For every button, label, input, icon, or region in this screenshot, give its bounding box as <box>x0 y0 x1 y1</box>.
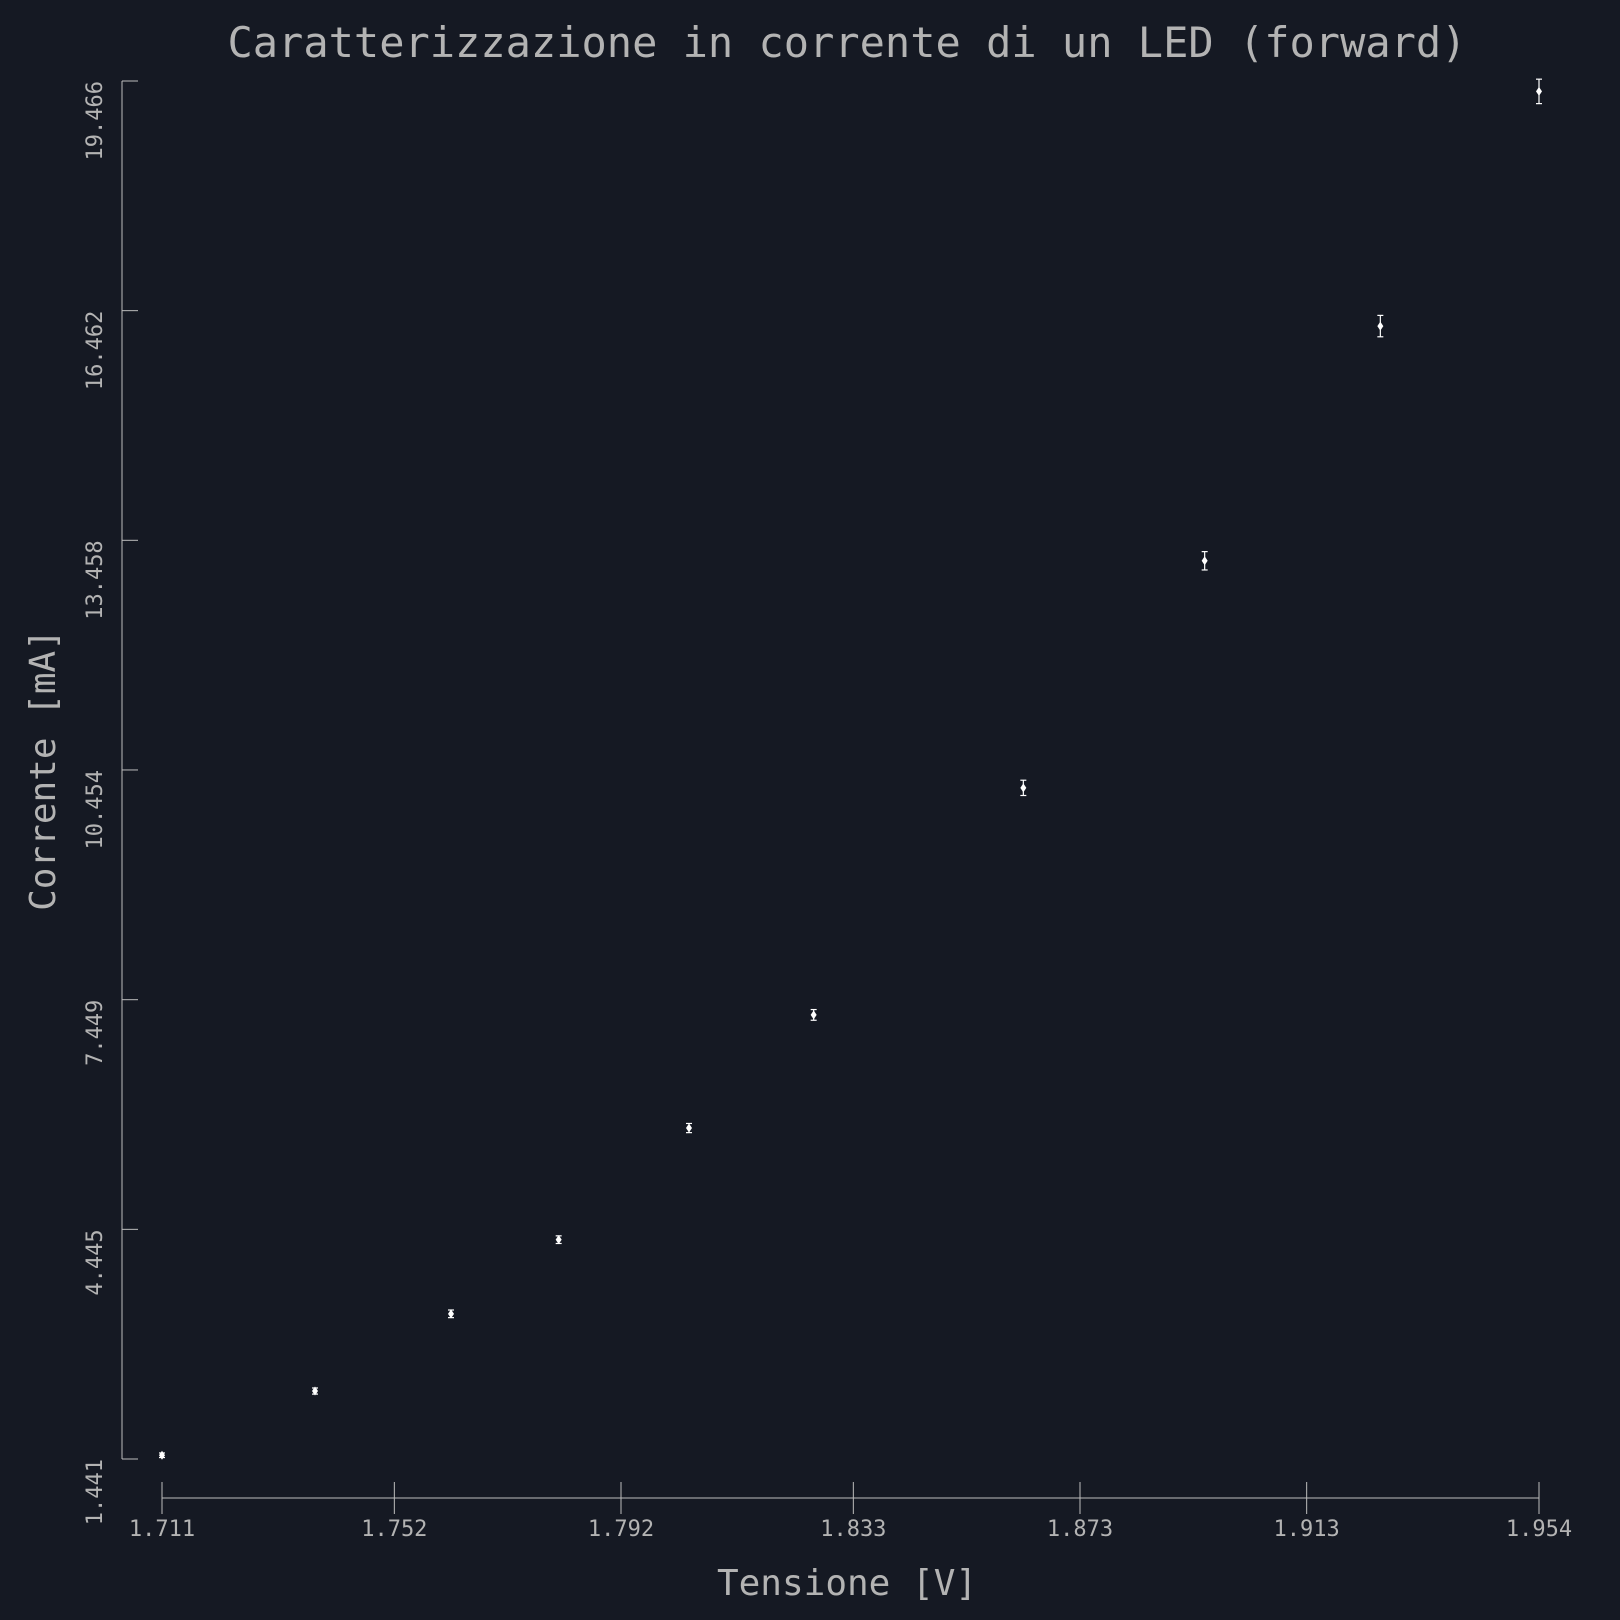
data-point <box>312 1386 318 1396</box>
point-marker <box>810 1010 817 1020</box>
x-axis-label: Tensione [V] <box>717 1563 977 1604</box>
x-ticks: 1.711 1.752 1.792 1.833 1.873 1.913 1.954 <box>129 1482 1572 1542</box>
point-marker <box>686 1123 692 1133</box>
data-point <box>448 1309 454 1319</box>
point-marker <box>1377 321 1384 331</box>
y-tick-label: 7.449 <box>83 1000 108 1066</box>
chart-title: Caratterizzazione in corrente di un LED … <box>227 18 1466 67</box>
data-point <box>1377 314 1384 338</box>
data-point <box>810 1008 817 1021</box>
data-point <box>1201 551 1208 571</box>
point-marker <box>312 1386 318 1396</box>
x-tick-label: 1.711 <box>129 1517 195 1542</box>
y-tick-label: 4.445 <box>83 1229 108 1295</box>
y-tick-label: 10.454 <box>83 770 108 849</box>
x-tick-label: 1.792 <box>588 1517 654 1542</box>
point-marker <box>159 1450 165 1460</box>
x-tick-label: 1.752 <box>361 1517 427 1542</box>
x-tick-label: 1.913 <box>1274 1517 1340 1542</box>
x-tick-label: 1.954 <box>1506 1517 1572 1542</box>
point-marker <box>448 1309 454 1319</box>
y-tick-label: 16.462 <box>83 311 108 390</box>
y-tick-label: 19.466 <box>83 81 108 160</box>
data-point <box>1020 779 1027 797</box>
point-marker <box>555 1235 562 1245</box>
data-point <box>555 1235 562 1245</box>
data-points <box>159 78 1542 1460</box>
x-tick-label: 1.873 <box>1047 1517 1113 1542</box>
data-point <box>159 1450 165 1460</box>
y-tick-label: 1.441 <box>83 1459 108 1525</box>
data-point <box>1536 78 1542 105</box>
y-tick-label: 13.458 <box>83 540 108 619</box>
point-marker <box>1536 86 1542 96</box>
data-point <box>686 1122 692 1134</box>
y-ticks: 1.441 4.445 7.449 10.454 13.458 16.462 19.466 <box>83 80 138 1525</box>
y-axis-label: Corrente [mA] <box>23 629 64 911</box>
point-marker <box>1020 783 1027 793</box>
point-marker <box>1201 556 1208 566</box>
x-tick-label: 1.833 <box>820 1517 886 1542</box>
